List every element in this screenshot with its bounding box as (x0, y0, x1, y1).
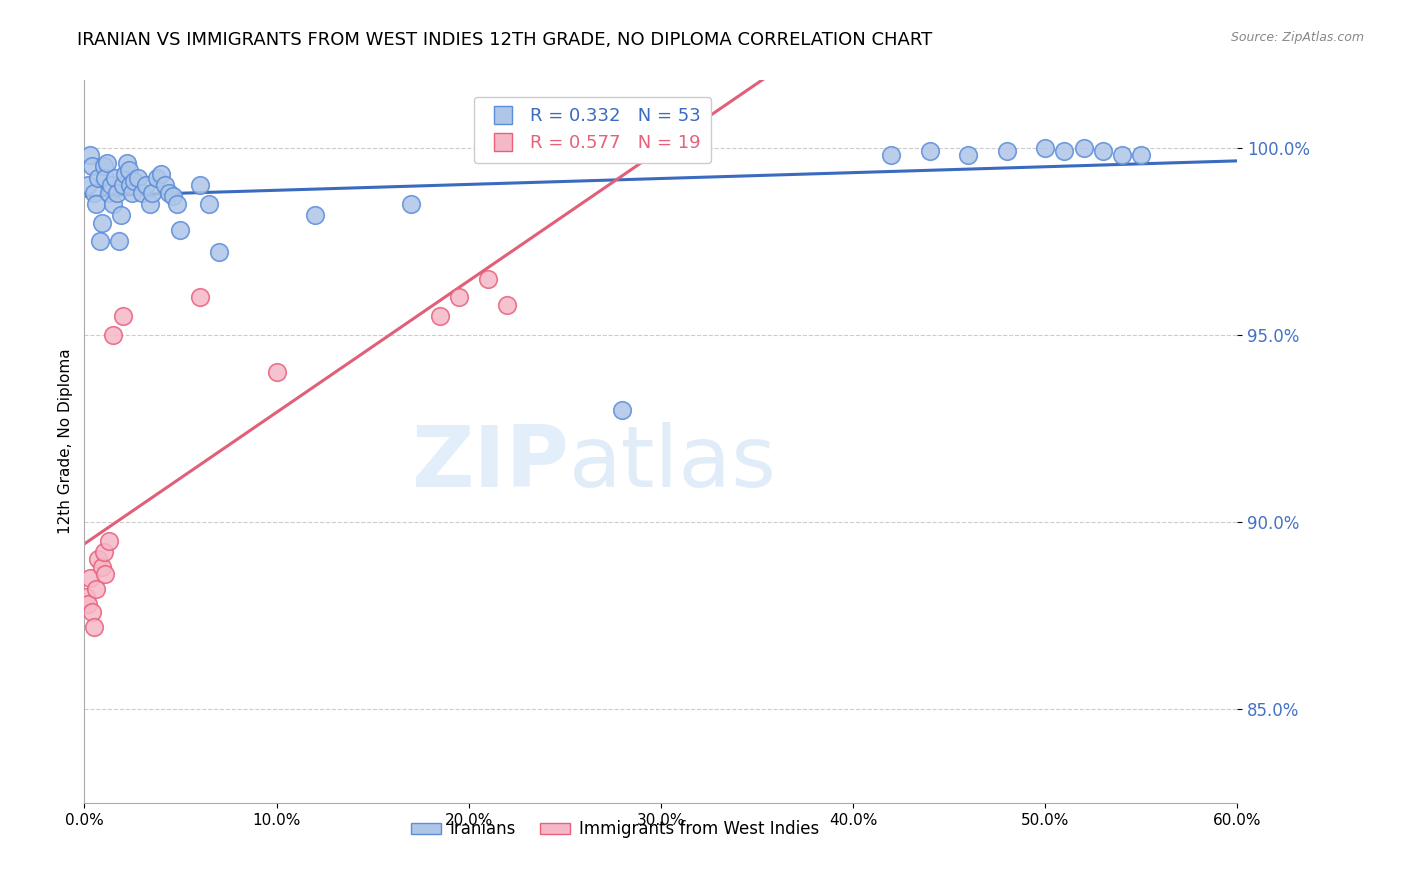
Point (117, 163, 139, 178)
Text: atlas: atlas (568, 422, 776, 505)
Point (110, 208, 132, 222)
Point (157, 186, 180, 200)
Point (120, 178, 142, 193)
Point (121, 186, 143, 200)
Point (399, 196, 422, 211)
Point (1111, 148, 1133, 162)
Point (93, 545, 115, 559)
Point (169, 223, 191, 237)
Legend: Iranians, Immigrants from West Indies: Iranians, Immigrants from West Indies (404, 814, 825, 845)
Point (104, 170, 127, 185)
Point (1130, 148, 1153, 162)
Point (105, 186, 128, 200)
Point (94, 567, 117, 582)
Point (94, 170, 117, 185)
Point (100, 178, 122, 193)
Point (83, 620, 105, 634)
Point (1091, 145, 1114, 159)
Point (89, 234, 111, 248)
Point (1073, 141, 1095, 155)
Text: IRANIAN VS IMMIGRANTS FROM WEST INDIES 12TH GRADE, NO DIPLOMA CORRELATION CHART: IRANIAN VS IMMIGRANTS FROM WEST INDIES 1… (77, 31, 932, 49)
Point (111, 309, 134, 323)
Point (96, 155, 118, 169)
Point (98, 186, 121, 200)
Point (918, 145, 941, 159)
Point (612, 402, 634, 417)
Point (103, 327, 124, 342)
Point (449, 290, 471, 304)
Point (79, 148, 101, 162)
Point (93, 160, 115, 174)
Point (115, 155, 138, 169)
Point (1053, 145, 1076, 159)
Point (90, 215, 112, 229)
Point (153, 178, 176, 193)
Point (87, 170, 110, 185)
Point (146, 170, 169, 185)
Point (90, 560, 112, 574)
Point (150, 167, 173, 181)
Point (83, 186, 105, 200)
Point (957, 148, 980, 162)
Y-axis label: 12th Grade, No Diploma: 12th Grade, No Diploma (58, 349, 73, 534)
Point (880, 148, 903, 162)
Point (77, 598, 100, 612)
Point (166, 196, 188, 211)
Point (103, 196, 124, 211)
Point (188, 290, 211, 304)
Point (84, 196, 107, 211)
Point (108, 234, 131, 248)
Point (135, 178, 157, 193)
Point (111, 178, 134, 193)
Point (304, 208, 326, 222)
Point (266, 365, 288, 379)
Point (995, 145, 1018, 159)
Point (1033, 141, 1056, 155)
Point (84, 582, 107, 597)
Point (208, 245, 231, 260)
Point (79, 571, 101, 585)
Point (77, 178, 100, 193)
Point (75, 590, 97, 604)
Point (127, 170, 149, 185)
Point (98, 533, 121, 548)
Point (198, 196, 221, 211)
Point (80, 605, 103, 619)
Point (188, 178, 211, 193)
Point (162, 189, 184, 203)
Point (114, 167, 136, 181)
Point (477, 271, 499, 285)
Point (131, 186, 153, 200)
Point (124, 174, 146, 188)
Point (141, 186, 163, 200)
Text: ZIP: ZIP (411, 422, 568, 505)
Text: Source: ZipAtlas.com: Source: ZipAtlas.com (1230, 31, 1364, 45)
Point (496, 298, 519, 312)
Point (429, 309, 451, 323)
Point (87, 552, 110, 566)
Point (80, 160, 103, 174)
Point (138, 196, 160, 211)
